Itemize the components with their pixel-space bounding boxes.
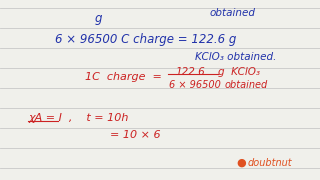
Text: 122.6: 122.6 xyxy=(175,67,205,77)
Text: obtained: obtained xyxy=(225,80,268,90)
Text: ●: ● xyxy=(236,158,246,168)
Text: doubtnut: doubtnut xyxy=(248,158,292,168)
Text: = 10 × 6: = 10 × 6 xyxy=(110,130,161,140)
Text: g: g xyxy=(95,12,102,25)
Text: 6 × 96500 C charge = 122.6 g: 6 × 96500 C charge = 122.6 g xyxy=(55,33,236,46)
Text: χA = I  ,    t = 10h: χA = I , t = 10h xyxy=(28,113,128,123)
Text: KClO₃ obtained.: KClO₃ obtained. xyxy=(195,52,276,62)
Text: g  KClO₃: g KClO₃ xyxy=(218,67,260,77)
Text: obtained: obtained xyxy=(210,8,256,18)
Text: 6 × 96500: 6 × 96500 xyxy=(169,80,221,90)
Text: 1C  charge  =: 1C charge = xyxy=(85,72,162,82)
